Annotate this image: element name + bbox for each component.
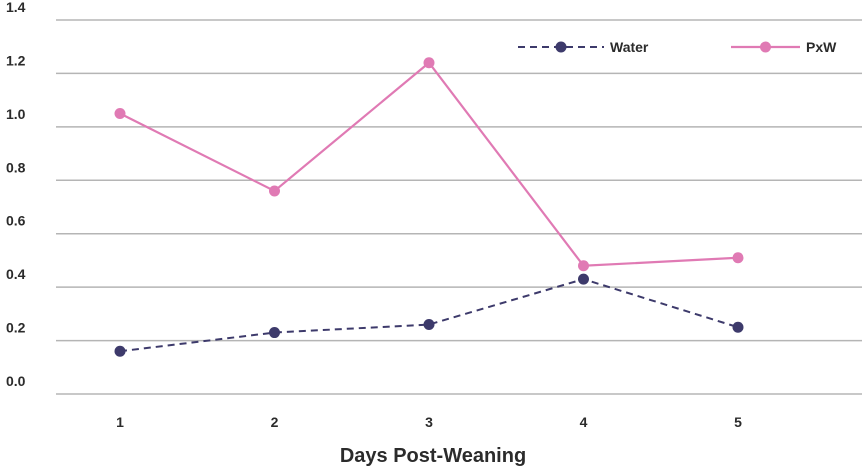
data-point-water bbox=[732, 321, 744, 333]
data-point-pxw bbox=[578, 260, 589, 272]
y-tick-label: 1.4 bbox=[6, 0, 26, 15]
legend-item-water: Water bbox=[518, 39, 649, 55]
x-tick-label: 4 bbox=[580, 414, 588, 430]
y-tick-label: 0.8 bbox=[6, 159, 26, 175]
data-point-water bbox=[423, 319, 435, 331]
series-line-pxw bbox=[119, 61, 739, 267]
data-point-water bbox=[269, 327, 280, 339]
data-point-water bbox=[578, 273, 589, 285]
y-tick-label: 0.2 bbox=[6, 320, 26, 336]
data-point-pxw bbox=[732, 252, 744, 264]
grid-lines bbox=[56, 19, 862, 395]
x-tick-label: 3 bbox=[425, 414, 433, 430]
x-tick-label: 1 bbox=[116, 414, 124, 430]
legend-item-pxw: PxW bbox=[731, 39, 837, 55]
legend-marker-water bbox=[555, 41, 567, 53]
legend-label-pxw: PxW bbox=[806, 39, 837, 55]
y-tick-label: 1.2 bbox=[6, 52, 26, 68]
legend: Water PxW bbox=[518, 39, 837, 55]
data-point-pxw bbox=[114, 108, 126, 119]
y-tick-label: 1.0 bbox=[6, 106, 26, 122]
y-axis-tick-labels: 0.0 0.2 0.4 0.6 0.8 1.0 1.2 1.4 bbox=[6, 0, 26, 389]
legend-marker-pxw bbox=[760, 41, 771, 53]
y-tick-label: 0.6 bbox=[6, 213, 26, 229]
data-point-pxw bbox=[423, 57, 435, 69]
x-tick-label: 2 bbox=[271, 414, 279, 430]
y-tick-label: 0.4 bbox=[6, 266, 26, 282]
series-pxw bbox=[114, 57, 744, 272]
data-point-pxw bbox=[269, 185, 280, 197]
y-tick-label: 0.0 bbox=[6, 373, 26, 389]
x-axis-tick-labels: 1 2 3 4 5 bbox=[116, 414, 742, 430]
x-tick-label: 5 bbox=[734, 414, 742, 430]
data-point-water bbox=[114, 345, 126, 357]
series-layer bbox=[114, 57, 744, 357]
x-axis-title: Days Post-Weaning bbox=[340, 445, 526, 467]
legend-label-water: Water bbox=[610, 39, 649, 55]
series-water bbox=[114, 273, 744, 357]
